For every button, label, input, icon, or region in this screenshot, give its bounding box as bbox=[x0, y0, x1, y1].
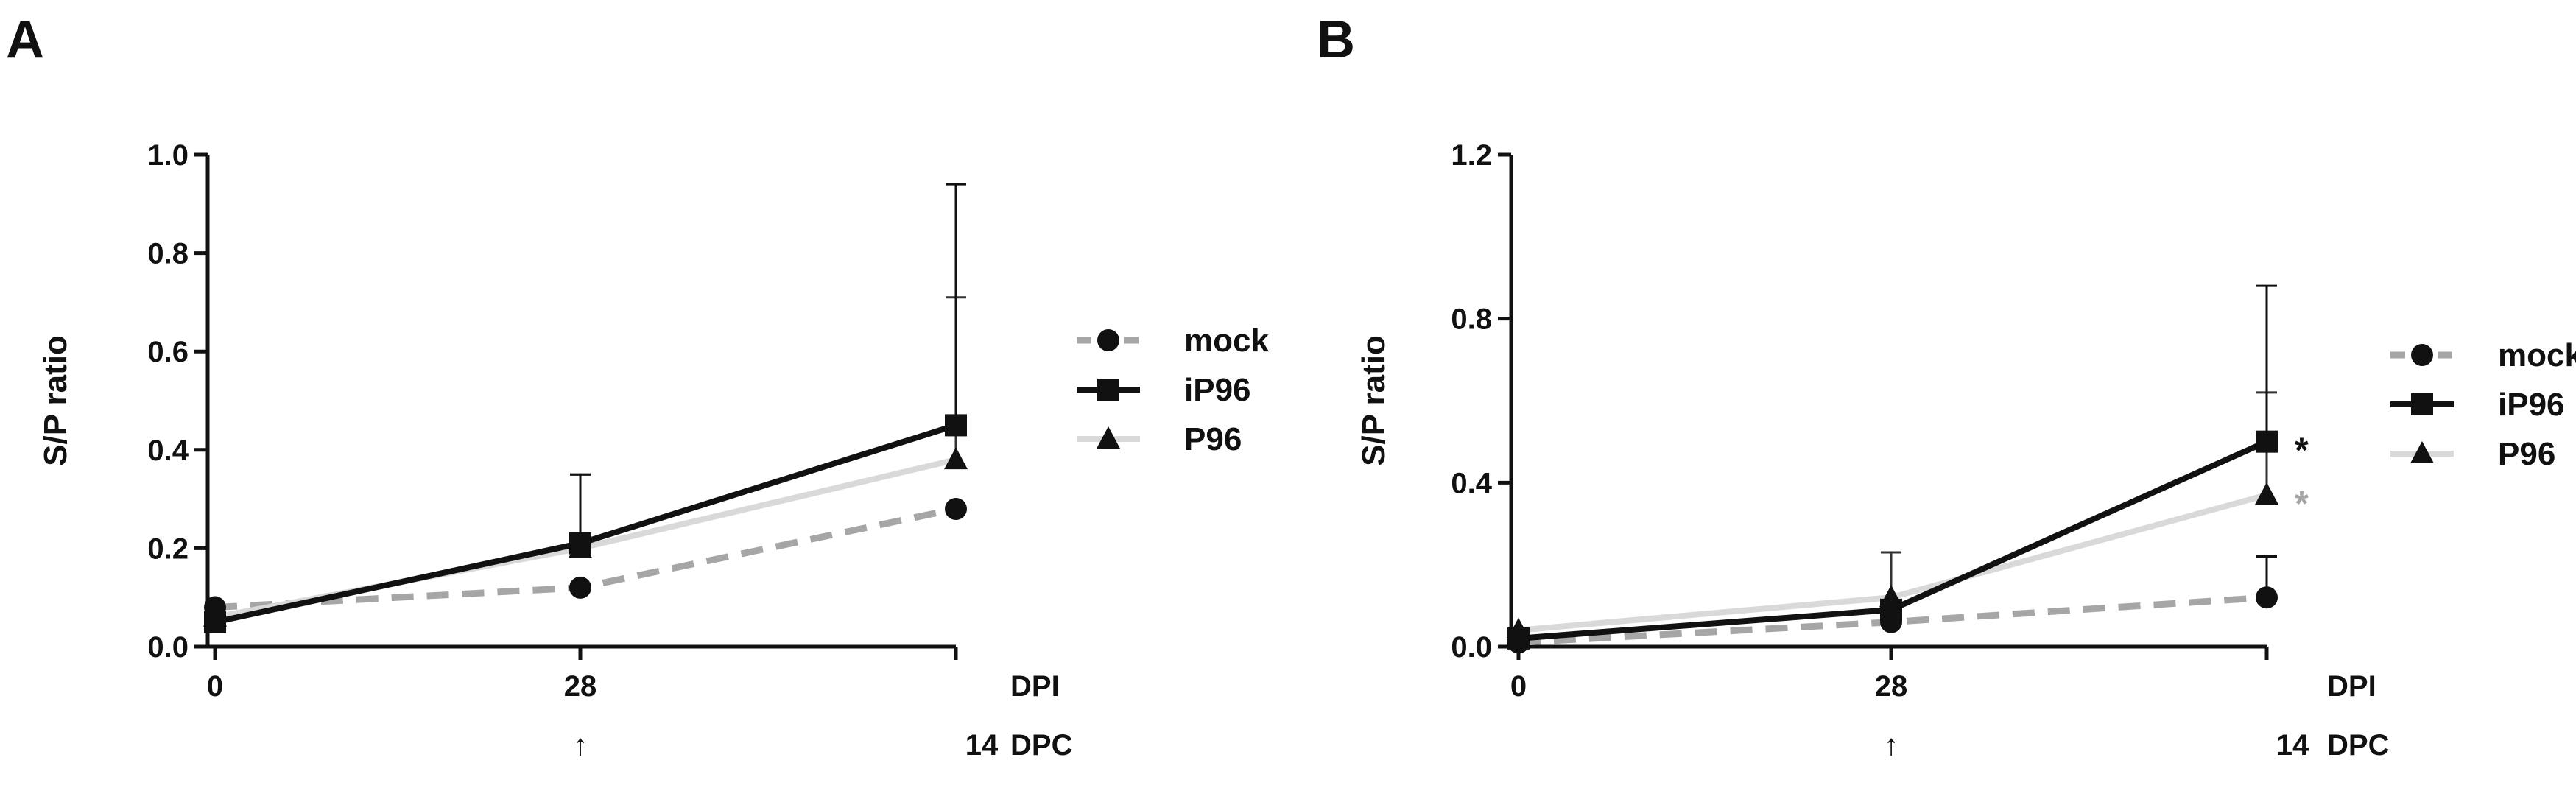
series-p96 bbox=[203, 296, 968, 627]
legend-marker-triangle bbox=[2410, 441, 2434, 463]
marker-triangle bbox=[2255, 482, 2278, 505]
series-ip96 bbox=[204, 183, 967, 633]
x-row-label-dpc: DPC bbox=[2327, 729, 2389, 762]
marker-circle bbox=[2256, 586, 2278, 609]
challenge-arrow-icon: ↑ bbox=[573, 729, 588, 762]
legend: mock iP96 P96 bbox=[2390, 337, 2576, 472]
y-tick-label: 0.6 bbox=[147, 336, 189, 368]
x-tick-label-dpc: 14 bbox=[965, 729, 999, 762]
y-tick-label: 0.8 bbox=[147, 238, 189, 270]
legend-marker-square bbox=[2411, 393, 2433, 415]
marker-square bbox=[569, 532, 591, 555]
y-tick-label: 0.8 bbox=[1451, 303, 1492, 336]
marker-circle bbox=[945, 497, 967, 520]
y-tick-label: 0.4 bbox=[147, 435, 189, 467]
significance-star: * bbox=[2295, 432, 2309, 471]
marker-square bbox=[2256, 430, 2278, 453]
y-tick-label: 1.2 bbox=[1451, 139, 1492, 172]
y-tick-label: 0.0 bbox=[1451, 631, 1492, 664]
legend-label: iP96 bbox=[2498, 387, 2565, 423]
panel-b: B 0.0 0.4 0.8 1.2 0 28 ↑ 14 DPI DPC S/P ratio * * mock… bbox=[1317, 10, 2576, 762]
y-axis-label: S/P ratio bbox=[1356, 335, 1392, 466]
x-tick-label-dpi: 28 bbox=[564, 670, 597, 703]
x-tick-label-dpi: 0 bbox=[207, 670, 223, 703]
panel-letter: B bbox=[1317, 10, 1355, 69]
y-tick-label: 0.2 bbox=[147, 532, 189, 565]
marker-triangle bbox=[944, 447, 968, 470]
panel-a: A 0.0 0.2 0.4 0.6 0.8 1.0 0 28 ↑ 14 DPI DPC S/P ratio… bbox=[6, 10, 1269, 762]
legend-marker-square bbox=[1097, 379, 1119, 401]
legend: mock iP96 P96 bbox=[1077, 323, 1269, 457]
marker-square bbox=[204, 611, 226, 633]
marker-circle bbox=[569, 576, 591, 599]
significance-star: * bbox=[2295, 485, 2309, 524]
x-row-label-dpi: DPI bbox=[2327, 670, 2376, 703]
panel-letter: A bbox=[6, 10, 44, 69]
y-axis-label: S/P ratio bbox=[38, 335, 74, 466]
legend-label: mock bbox=[1184, 323, 1269, 359]
challenge-arrow-icon: ↑ bbox=[1884, 729, 1898, 762]
legend-marker-circle bbox=[2411, 344, 2433, 366]
legend-label: P96 bbox=[2498, 436, 2555, 472]
marker-square bbox=[1507, 627, 1530, 650]
x-tick-label-dpc: 14 bbox=[2276, 729, 2309, 762]
series-ip96: * bbox=[1507, 284, 2309, 650]
marker-square bbox=[945, 414, 967, 437]
legend-marker-triangle bbox=[1097, 426, 1120, 449]
y-tick-label: 0.0 bbox=[147, 631, 189, 664]
legend-label: P96 bbox=[1184, 421, 1242, 457]
legend-label: iP96 bbox=[1184, 372, 1251, 408]
y-tick-label: 0.4 bbox=[1451, 467, 1492, 499]
marker-square bbox=[1880, 598, 1902, 621]
x-tick-label-dpi: 28 bbox=[1875, 670, 1908, 703]
x-tick-label-dpi: 0 bbox=[1510, 670, 1527, 703]
legend-marker-circle bbox=[1097, 329, 1119, 351]
x-row-label-dpi: DPI bbox=[1010, 670, 1060, 703]
x-row-label-dpc: DPC bbox=[1010, 729, 1072, 762]
legend-label: mock bbox=[2498, 337, 2576, 373]
y-tick-label: 1.0 bbox=[147, 139, 189, 172]
